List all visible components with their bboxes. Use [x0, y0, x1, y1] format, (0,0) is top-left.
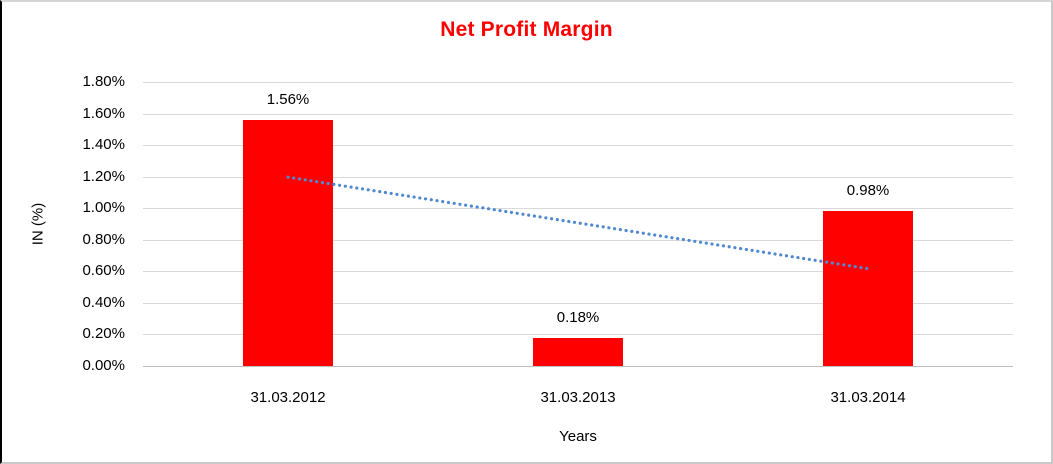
gridline — [143, 271, 1013, 273]
bar-value-label: 0.18% — [556, 308, 600, 326]
y-tick-label: 1.20% — [82, 167, 125, 185]
y-tick-label: 0.80% — [82, 230, 125, 248]
category-label: 31.03.2014 — [830, 389, 906, 406]
x-axis-line — [143, 366, 1013, 367]
y-tick-label: 1.80% — [82, 73, 125, 90]
y-tick-label: 1.00% — [82, 199, 125, 217]
x-axis-title: Years — [559, 428, 597, 445]
bar-value-label: 1.56% — [266, 90, 310, 108]
gridline — [143, 145, 1013, 147]
gridline — [143, 334, 1013, 336]
y-tick-label: 0.40% — [82, 293, 125, 311]
chart-title: Net Profit Margin — [440, 18, 613, 41]
gridline — [143, 82, 1013, 83]
category-label: 31.03.2012 — [250, 389, 326, 406]
bar-value-label: 0.98% — [846, 182, 890, 200]
trendline-dotted-line — [286, 175, 870, 271]
y-tick-label: 0.60% — [82, 262, 125, 280]
y-tick-label: 0.20% — [82, 325, 125, 343]
y-tick-label: 1.40% — [82, 136, 125, 154]
bar-31.03.2013 — [533, 337, 623, 366]
gridline — [143, 302, 1013, 304]
bar-31.03.2014 — [823, 211, 913, 366]
y-tick-label: 0.00% — [82, 357, 125, 374]
gridline — [143, 113, 1013, 115]
y-tick-label: 1.60% — [82, 104, 125, 122]
bar-31.03.2012 — [243, 119, 333, 366]
category-label: 31.03.2013 — [540, 389, 616, 406]
